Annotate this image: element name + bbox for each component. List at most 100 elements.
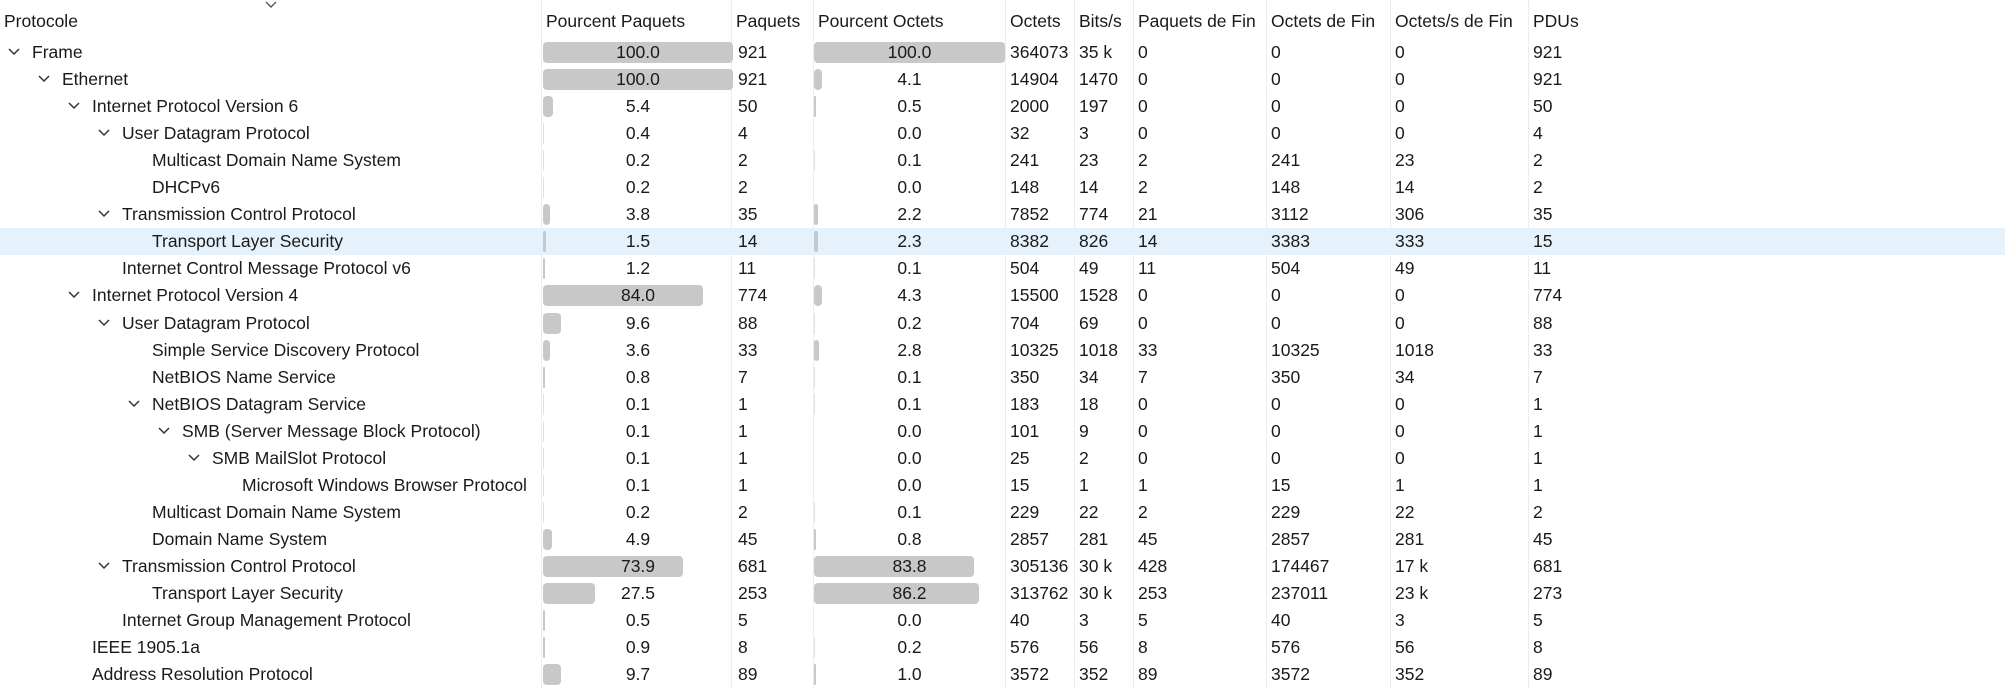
tree-row[interactable]: Microsoft Windows Browser Protocol 0.1 0.0…	[0, 472, 2005, 499]
tree-row[interactable]: Transmission Control Protocol 73.9 83.8 681…	[0, 553, 2005, 580]
end-bits-s-value: 56	[1395, 637, 1415, 658]
tree-row[interactable]: User Datagram Protocol 9.6 0.2 88 704 69 0 0 0 88	[0, 310, 2005, 337]
bits-s-value: 1528	[1079, 285, 1118, 306]
bits-s-value: 23	[1079, 150, 1099, 171]
packets-value: 2	[738, 150, 748, 171]
pourcent-octets-value: 0.2	[897, 312, 922, 333]
tree-row[interactable]: Transmission Control Protocol 3.8 2.2 35 785…	[0, 201, 2005, 228]
bits-s-value: 2	[1079, 447, 1089, 468]
tree-row[interactable]: Internet Control Message Protocol v6 1.2 0…	[0, 255, 2005, 282]
tree-row[interactable]: Domain Name System 4.9 0.8 45 2857 281 45 2857 2…	[0, 526, 2005, 553]
pdus-value: 681	[1533, 555, 1563, 576]
bits-s-value: 49	[1079, 258, 1099, 279]
bytes-value: 229	[1010, 501, 1040, 522]
header-col-paquets-de-fin[interactable]: Paquets de Fin	[1138, 11, 1256, 31]
tree-row[interactable]: Frame 100.0 100.0 921 364073 35 k 0 0 0 921	[0, 39, 2005, 66]
header-col-paquets[interactable]: Paquets	[736, 11, 801, 31]
protocol-name: SMB (Server Message Block Protocol)	[182, 420, 481, 441]
pourcent-paquets-value: 73.9	[620, 555, 656, 576]
bytes-value: 576	[1010, 637, 1040, 658]
tree-row[interactable]: DHCPv6 0.2 0.0 2 148 14 2 148 14 2	[0, 174, 2005, 201]
chevron-down-icon[interactable]	[66, 282, 82, 309]
header-col-octets[interactable]: Octets	[1010, 11, 1061, 31]
chevron-down-icon[interactable]	[36, 66, 52, 93]
column-separator[interactable]	[541, 0, 542, 688]
bits-s-value: 30 k	[1079, 583, 1113, 603]
pourcent-paquets-value: 27.5	[620, 583, 656, 603]
tree-row[interactable]: NetBIOS Name Service 0.8 0.1 7 350 34 7 350 34 7	[0, 364, 2005, 391]
header-col-protocole[interactable]: Protocole	[4, 11, 78, 31]
pourcent-paquets-value: 0.2	[625, 177, 651, 198]
protocol-name: User Datagram Protocol	[122, 312, 310, 333]
tree-row[interactable]: SMB MailSlot Protocol 0.1 0.0 1 25 2 0 0 0 1	[0, 445, 2005, 472]
pourcent-paquets-bar	[543, 339, 550, 361]
end-bytes-value: 241	[1271, 150, 1301, 171]
end-packets-value: 0	[1138, 69, 1148, 90]
header-col-pourcent-paquets[interactable]: Pourcent Paquets	[546, 11, 686, 31]
column-separator[interactable]	[1390, 0, 1391, 688]
column-separator[interactable]	[1005, 0, 1006, 688]
tree-row[interactable]: Transport Layer Security 27.5 86.2 253 31376…	[0, 580, 2005, 607]
sort-indicator-chevron-down-icon[interactable]	[264, 0, 278, 10]
pdus-value: 45	[1533, 528, 1553, 549]
pourcent-paquets-bar	[543, 610, 545, 632]
tree-row[interactable]: Internet Protocol Version 6 5.4 0.5 50 2000 1…	[0, 93, 2005, 120]
tree-row[interactable]: Address Resolution Protocol 9.7 1.0 89 3572 3…	[0, 661, 2005, 688]
end-bits-s-value: 22	[1395, 501, 1415, 522]
end-bytes-value: 504	[1271, 258, 1301, 279]
end-bits-s-value: 0	[1395, 447, 1405, 468]
header-col-octets-s-de-fin[interactable]: Octets/s de Fin	[1395, 11, 1513, 31]
chevron-down-icon[interactable]	[126, 391, 142, 418]
tree-row[interactable]: IEEE 1905.1a 0.9 0.2 8 576 56 8 576 56 8	[0, 634, 2005, 661]
chevron-down-icon[interactable]	[66, 93, 82, 120]
tree-row[interactable]: Internet Group Management Protocol 0.5 0.0…	[0, 607, 2005, 634]
pourcent-paquets-bar	[543, 528, 552, 550]
tree-row[interactable]: Internet Protocol Version 4 84.0 4.3 774 155…	[0, 282, 2005, 309]
pdus-value: 89	[1533, 664, 1553, 685]
tree-row[interactable]: Transport Layer Security 1.5 2.3 14 8382 826 1…	[0, 228, 2005, 256]
chevron-down-icon[interactable]	[96, 120, 112, 147]
pdus-value: 2	[1533, 150, 1543, 171]
header-col-octets-de-fin[interactable]: Octets de Fin	[1271, 11, 1376, 31]
pourcent-octets-bar	[814, 312, 815, 334]
tree-row[interactable]: Ethernet 100.0 4.1 921 14904 1470 0 0 0 921	[0, 66, 2005, 93]
end-bits-s-value: 3	[1395, 610, 1405, 631]
column-separator[interactable]	[1528, 0, 1529, 688]
end-packets-value: 0	[1138, 96, 1148, 117]
pourcent-paquets-value: 0.5	[625, 610, 651, 631]
bits-s-value: 352	[1079, 664, 1109, 685]
pourcent-paquets-bar	[543, 474, 544, 496]
pourcent-octets-value: 0.0	[897, 177, 922, 198]
tree-row[interactable]: Simple Service Discovery Protocol 3.6 2.8 3…	[0, 337, 2005, 364]
chevron-down-icon[interactable]	[96, 553, 112, 580]
column-separator[interactable]	[1074, 0, 1075, 688]
chevron-down-icon[interactable]	[186, 445, 202, 472]
header-col-bits-s[interactable]: Bits/s	[1079, 11, 1122, 31]
tree-row[interactable]: Multicast Domain Name System 0.2 0.1 2 229 22…	[0, 499, 2005, 526]
tree-row[interactable]: SMB (Server Message Block Protocol) 0.1 0.…	[0, 418, 2005, 445]
pdus-value: 33	[1533, 339, 1553, 360]
pdus-value: 774	[1533, 285, 1563, 306]
tree-row[interactable]: NetBIOS Datagram Service 0.1 0.1 1 183 18 0 0 0 1	[0, 391, 2005, 418]
pourcent-octets-bar	[814, 339, 819, 361]
chevron-down-icon[interactable]	[96, 201, 112, 228]
column-separator[interactable]	[1266, 0, 1267, 688]
protocol-name: SMB MailSlot Protocol	[212, 447, 387, 468]
bits-s-value: 9	[1079, 420, 1089, 441]
chevron-down-icon[interactable]	[96, 310, 112, 337]
tree-row[interactable]: Multicast Domain Name System 0.2 0.1 2 241 23…	[0, 147, 2005, 174]
chevron-down-icon[interactable]	[6, 39, 22, 66]
end-packets-value: 2	[1138, 501, 1148, 522]
end-bytes-value: 229	[1271, 501, 1301, 522]
pourcent-octets-value: 83.8	[892, 555, 927, 576]
chevron-down-icon[interactable]	[156, 418, 172, 445]
bytes-value: 10325	[1010, 339, 1059, 360]
column-separator[interactable]	[731, 0, 732, 688]
end-bytes-value: 0	[1271, 42, 1281, 62]
column-separator[interactable]	[813, 0, 814, 688]
tree-row[interactable]: User Datagram Protocol 0.4 0.0 4 32 3 0 0 0 4	[0, 120, 2005, 147]
column-separator[interactable]	[1133, 0, 1134, 688]
header-col-pourcent-octets[interactable]: Pourcent Octets	[818, 11, 944, 31]
end-bytes-value: 10325	[1271, 339, 1320, 360]
header-col-pdus[interactable]: PDUs	[1533, 11, 1579, 31]
